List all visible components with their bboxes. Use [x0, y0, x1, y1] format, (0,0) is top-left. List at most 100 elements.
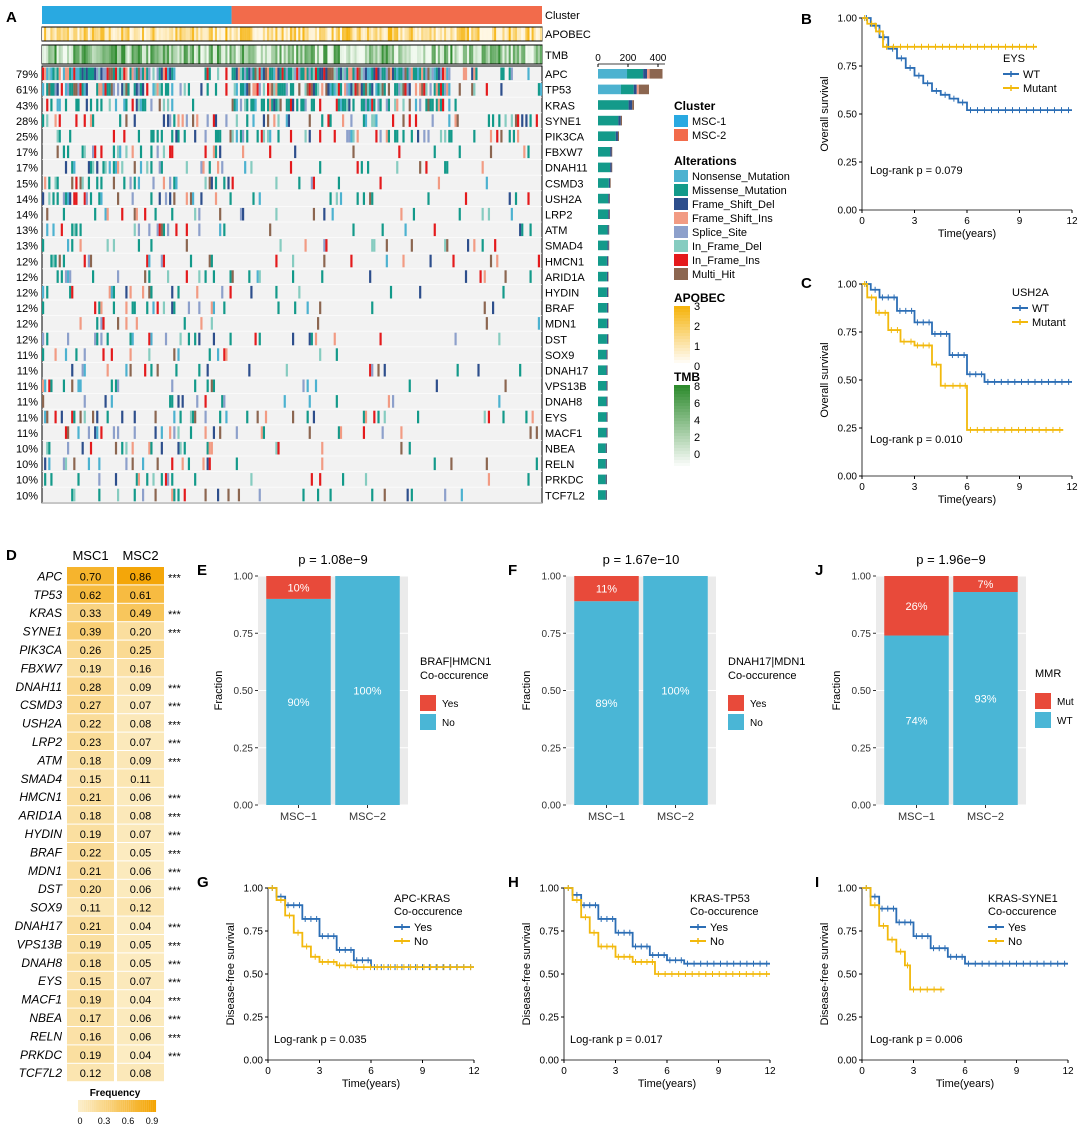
mutation-cell [183, 83, 186, 96]
legend-tmb-tick: 2 [694, 432, 700, 444]
mutation-cell [44, 379, 47, 393]
mutation-cell [160, 67, 163, 81]
mutation-cell [269, 83, 272, 96]
apobec-cell [477, 27, 480, 41]
mutation-cell [292, 410, 295, 424]
mutation-cell [133, 176, 136, 190]
mutation-cell [75, 192, 78, 205]
km-y-tick-label: 0.25 [244, 1013, 264, 1024]
heatmap-value-msc2: 0.09 [130, 682, 151, 694]
mutation-cell [77, 473, 80, 486]
heatmap-cell-msc1 [67, 990, 114, 1008]
apobec-cell [383, 27, 386, 41]
bar-x-tick-label: MSC−2 [349, 811, 386, 823]
mutation-cell [69, 83, 72, 96]
apobec-cell [102, 27, 105, 41]
tmb-cell [281, 45, 284, 64]
mutation-cell [398, 67, 401, 81]
mutation-cell [348, 67, 351, 81]
mutation-cell [46, 332, 49, 346]
gene-percent: 17% [16, 147, 38, 159]
legend-tmb-gradient [674, 448, 690, 452]
apobec-cell [537, 27, 541, 41]
heatmap-value-msc2: 0.06 [130, 792, 151, 804]
apobec-cell [177, 27, 180, 41]
mutation-cell [58, 98, 61, 112]
km-pvalue: Log-rank p = 0.017 [570, 1034, 663, 1046]
apobec-cell [156, 27, 159, 41]
mutation-cell [69, 129, 72, 143]
heatmap-cell-msc1 [67, 732, 114, 750]
mutation-cell [400, 207, 403, 221]
apobec-cell [64, 27, 68, 41]
legend-tmb-gradient [674, 463, 690, 467]
tmb-cell [348, 45, 351, 64]
mutation-cell [285, 83, 288, 96]
mutation-cell [414, 67, 418, 81]
km-curve-mutant [862, 17, 1037, 48]
gene-bar-seg [598, 427, 607, 438]
mutation-cell [85, 192, 88, 205]
apobec-cell [146, 27, 149, 41]
apobec-cell [425, 27, 428, 41]
heatmap-cell-msc2 [117, 916, 164, 934]
mutation-cell [160, 473, 163, 486]
apobec-cell [469, 27, 472, 41]
mutation-cell [210, 379, 213, 393]
apobec-cell [487, 27, 491, 41]
km-y-tick-label: 0.00 [838, 472, 858, 483]
mutation-cell [79, 317, 82, 330]
apobec-cell [333, 27, 336, 41]
apobec-cell [256, 27, 259, 41]
mutation-cell [427, 98, 430, 112]
panel-letter-h: H [508, 874, 519, 891]
mutation-cell [504, 379, 507, 393]
mutation-cell [56, 270, 59, 283]
mutation-cell [79, 223, 82, 237]
tmb-cell [496, 45, 499, 64]
legend-tmb-gradient [674, 454, 690, 458]
mutation-cell [331, 83, 334, 96]
heatmap-gene: FBXW7 [21, 661, 64, 675]
frequency-legend-gradient [115, 1100, 118, 1112]
mutation-cell [139, 98, 143, 112]
mutation-cell [106, 332, 109, 346]
gene-bar-seg [607, 240, 609, 251]
mutation-cell [431, 67, 434, 81]
heatmap-cell-msc2 [117, 732, 164, 750]
mutation-cell [356, 129, 359, 143]
mutation-cell [167, 223, 170, 237]
mutation-cell [458, 145, 461, 159]
legend-alteration-swatch [674, 170, 688, 182]
mutation-cell [471, 83, 474, 96]
mutation-cell [400, 426, 403, 439]
mutation-cell [177, 285, 180, 299]
mutation-cell [137, 83, 141, 96]
mutation-cell [321, 457, 324, 471]
km-x-tick-label: 12 [1062, 1066, 1074, 1077]
mutation-cell [219, 410, 222, 424]
tmb-cell [198, 45, 201, 64]
tmb-cell [444, 45, 447, 64]
mutation-cell [79, 83, 82, 96]
mutation-cell [42, 395, 45, 408]
apobec-cell [531, 27, 534, 41]
mutation-cell [142, 285, 145, 299]
bar-x-tick-label: MSC−2 [657, 811, 694, 823]
apobec-cell [535, 27, 539, 41]
apobec-cell [94, 27, 97, 41]
mutation-cell [521, 223, 524, 237]
mutation-cell [481, 207, 484, 221]
mutation-cell [337, 67, 341, 81]
apobec-cell [335, 27, 339, 41]
mutation-cell [137, 98, 141, 112]
gene-bar-seg [598, 474, 606, 485]
bar-title: p = 1.08e−9 [298, 552, 367, 567]
mutation-cell [444, 83, 447, 96]
mutation-cell [504, 114, 507, 127]
tmb-cell [406, 45, 409, 64]
mutation-cell [62, 207, 66, 221]
apobec-cell [433, 27, 436, 41]
mutation-cell [304, 239, 307, 252]
mutation-cell [171, 457, 174, 471]
